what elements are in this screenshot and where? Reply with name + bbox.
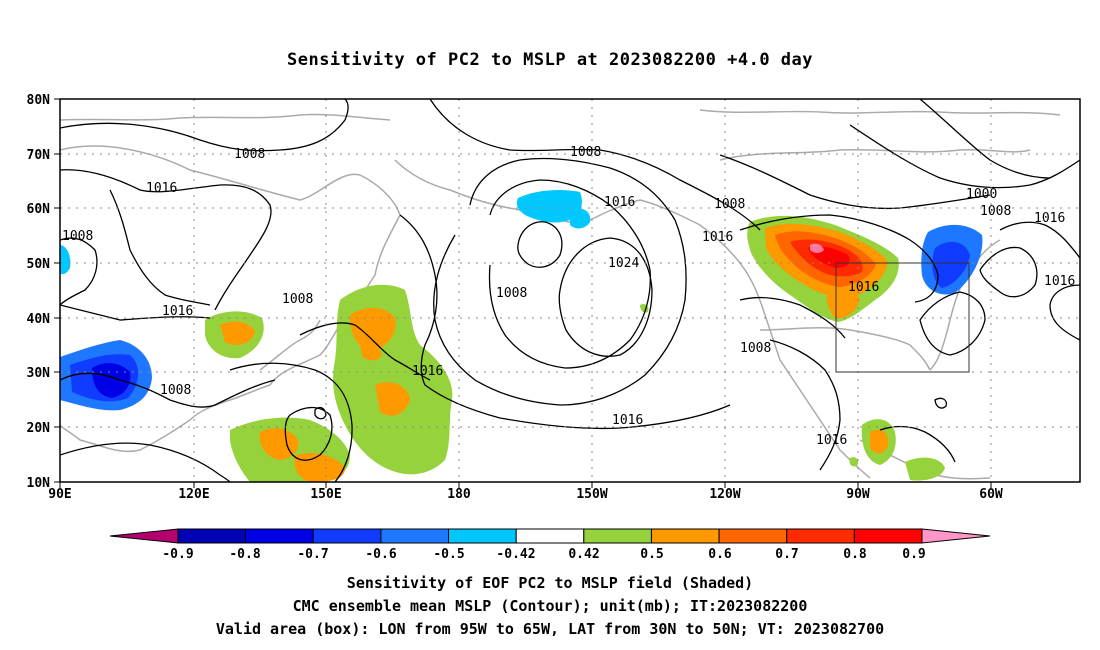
contour-label: 1008 bbox=[282, 292, 313, 307]
lat-label: 20N bbox=[27, 421, 51, 436]
contour-label: 1000 bbox=[966, 187, 997, 202]
plot-frame bbox=[59, 98, 1081, 483]
colorbar-label: -0.5 bbox=[433, 547, 464, 562]
chart-title: Sensitivity of PC2 to MSLP at 2023082200… bbox=[286, 50, 813, 70]
colorbar-label: -0.42 bbox=[496, 547, 535, 562]
colorbar-labels: -0.9 -0.8 -0.7 -0.6 -0.5 -0.42 0.42 0.5 … bbox=[162, 547, 925, 562]
shaded-sensitivity bbox=[60, 190, 983, 482]
lon-label: 60W bbox=[979, 487, 1003, 502]
contour-label: 1016 bbox=[612, 413, 643, 428]
lat-label: 70N bbox=[27, 148, 51, 163]
colorbar-swatch bbox=[312, 528, 382, 544]
negative-patch-aleutian bbox=[516, 190, 582, 223]
caption-contour: CMC ensemble mean MSLP (Contour); unit(m… bbox=[292, 597, 808, 615]
lon-label: 180 bbox=[447, 487, 471, 502]
contour-label: 1008 bbox=[234, 147, 265, 162]
lat-label: 80N bbox=[27, 93, 51, 108]
contour-label: 1016 bbox=[146, 181, 177, 196]
lon-labels: 90E 120E 150E 180 150W 120W 90W 60W bbox=[48, 487, 1003, 502]
contour-label: 1008 bbox=[62, 229, 93, 244]
colorbar-swatch bbox=[177, 528, 247, 544]
lon-label: 150E bbox=[310, 487, 341, 502]
contour-label: 1008 bbox=[714, 197, 745, 212]
colorbar-label: 0.8 bbox=[843, 547, 867, 562]
caption-shaded: Sensitivity of EOF PC2 to MSLP field (Sh… bbox=[346, 574, 754, 592]
contour-label: 1016 bbox=[412, 364, 443, 379]
lon-label: 120E bbox=[178, 487, 209, 502]
colorbar-label: 0.7 bbox=[775, 547, 798, 562]
colorbar-swatches bbox=[109, 528, 991, 544]
colorbar-swatch bbox=[380, 528, 450, 544]
contour-label: 1008 bbox=[570, 145, 601, 160]
colorbar: -0.9 -0.8 -0.7 -0.6 -0.5 -0.42 0.42 0.5 … bbox=[109, 528, 991, 562]
contour-label: 1008 bbox=[740, 341, 771, 356]
colorbar-label: 0.6 bbox=[708, 547, 732, 562]
contour-label: 1008 bbox=[160, 383, 191, 398]
contour-label: 1008 bbox=[980, 204, 1011, 219]
valid-area-box bbox=[835, 262, 970, 373]
contour-label: 1016 bbox=[1044, 274, 1075, 289]
contour-label: 1016 bbox=[1034, 211, 1065, 226]
lat-label: 40N bbox=[27, 312, 51, 327]
colorbar-swatch bbox=[718, 528, 788, 544]
colorbar-swatch bbox=[583, 528, 652, 544]
colorbar-label: -0.8 bbox=[229, 547, 260, 562]
lat-label: 60N bbox=[27, 202, 51, 217]
colorbar-swatch bbox=[448, 528, 517, 544]
lat-label: 10N bbox=[27, 476, 51, 491]
colorbar-swatch bbox=[515, 528, 585, 544]
lat-labels: 80N 70N 60N 50N 40N 30N 20N 10N bbox=[27, 93, 51, 491]
contour-label: 1016 bbox=[816, 433, 847, 448]
contour-labels: 1008 1016 1024 1000 1016 1008 1016 1008 … bbox=[62, 145, 1075, 448]
contour-label: 1008 bbox=[496, 286, 527, 301]
lon-label: 120W bbox=[709, 487, 740, 502]
colorbar-swatch bbox=[109, 528, 179, 544]
colorbar-swatch bbox=[650, 528, 720, 544]
colorbar-label: -0.7 bbox=[297, 547, 328, 562]
colorbar-swatch bbox=[786, 528, 855, 544]
colorbar-label: 0.5 bbox=[640, 547, 663, 562]
contour-label: 1016 bbox=[604, 195, 635, 210]
colorbar-label: -0.6 bbox=[365, 547, 396, 562]
lat-label: 50N bbox=[27, 257, 51, 272]
colorbar-swatch bbox=[853, 528, 923, 544]
contour-label: 1016 bbox=[162, 304, 193, 319]
caption-valid-area: Valid area (box): LON from 95W to 65W, L… bbox=[215, 620, 885, 638]
contour-label: 1016 bbox=[702, 230, 733, 245]
colorbar-label: -0.9 bbox=[162, 547, 193, 562]
colorbar-swatch bbox=[921, 528, 991, 544]
lon-label: 90W bbox=[846, 487, 870, 502]
contour-label: 1016 bbox=[848, 280, 879, 295]
lon-label: 150W bbox=[576, 487, 607, 502]
axis-ticks bbox=[54, 98, 992, 488]
lon-label: 90E bbox=[48, 487, 71, 502]
colorbar-label: 0.9 bbox=[902, 547, 925, 562]
contour-label: 1024 bbox=[608, 256, 639, 271]
lat-label: 30N bbox=[27, 366, 51, 381]
colorbar-label: 0.42 bbox=[568, 547, 599, 562]
colorbar-swatch bbox=[245, 528, 314, 544]
